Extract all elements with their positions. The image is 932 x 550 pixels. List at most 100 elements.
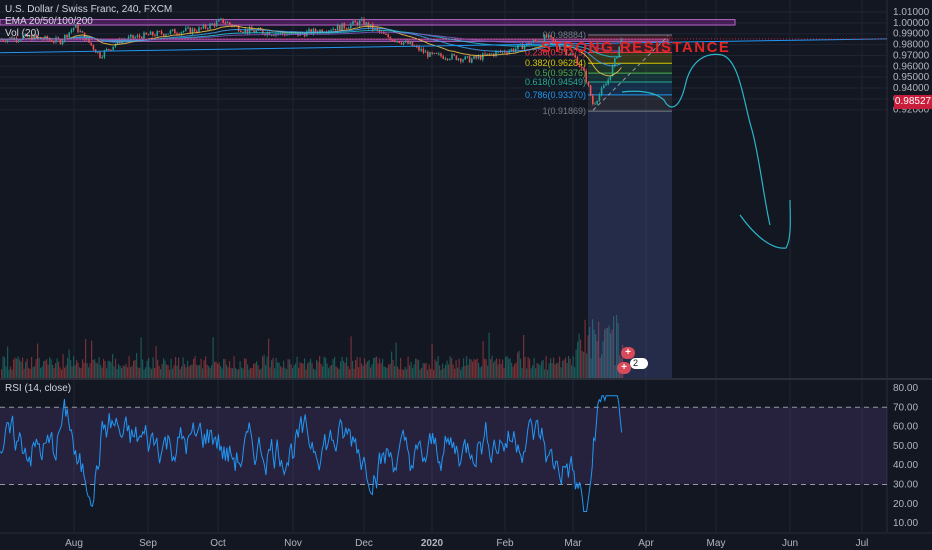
- candle-body: [358, 20, 361, 26]
- volume-bar: [514, 363, 516, 378]
- candle-body: [374, 28, 376, 30]
- volume-bar: [16, 358, 18, 378]
- volume-bar: [1, 369, 3, 378]
- ascending-trendline[interactable]: [0, 38, 888, 54]
- projection-path[interactable]: [621, 53, 791, 249]
- volume-bar: [463, 358, 465, 378]
- symbol-legend[interactable]: U.S. Dollar / Swiss Franc, 240, FXCM: [5, 4, 173, 15]
- volume-bar: [304, 358, 306, 378]
- rsi-legend[interactable]: RSI (14, close): [5, 383, 72, 394]
- candle-body: [158, 31, 161, 33]
- candle-body: [449, 58, 451, 60]
- volume-bar: [85, 339, 87, 378]
- volume-bar: [380, 363, 382, 378]
- volume-bar: [403, 369, 405, 378]
- candle-body: [176, 33, 178, 35]
- event-count-badge[interactable]: 2: [630, 358, 649, 369]
- candle-body: [163, 33, 165, 36]
- rsi-axis-label: 20.00: [893, 499, 918, 510]
- candle-body: [600, 88, 603, 95]
- candle-body: [266, 32, 268, 36]
- candle-body: [64, 34, 66, 41]
- candle-body: [339, 25, 341, 31]
- volume-bar: [92, 359, 94, 378]
- volume-bar: [157, 359, 159, 378]
- candle-body: [50, 40, 53, 42]
- volume-bar: [236, 369, 238, 378]
- volume-bar: [406, 369, 408, 378]
- candle-body: [488, 53, 491, 55]
- volume-bar: [527, 357, 529, 378]
- volume-bar: [272, 357, 274, 378]
- candle-body: [319, 29, 321, 33]
- volume-bar: [511, 362, 513, 378]
- volume-bar: [428, 364, 430, 378]
- volume-bar: [215, 361, 217, 378]
- volume-bar: [134, 359, 136, 378]
- fib-trend-line[interactable]: [592, 35, 669, 111]
- candle-body: [138, 35, 141, 38]
- volume-bar: [133, 360, 135, 378]
- event-plus-icon[interactable]: +: [621, 347, 635, 359]
- candle-body: [242, 31, 244, 33]
- volume-bar: [8, 369, 10, 378]
- volume-bar: [454, 368, 456, 378]
- ema-line-1[interactable]: [0, 27, 622, 67]
- volume-bar: [194, 356, 196, 378]
- candle-body: [343, 23, 345, 29]
- candle-body: [363, 18, 365, 26]
- volume-bar: [217, 363, 219, 378]
- volume-bar: [371, 364, 373, 378]
- volume-bar: [149, 367, 151, 378]
- candle-body: [33, 35, 35, 40]
- volume-bar: [14, 357, 16, 378]
- ema-line-3[interactable]: [0, 31, 622, 52]
- candle-body: [453, 54, 455, 56]
- candle-body: [90, 42, 92, 46]
- candle-body: [486, 53, 488, 55]
- volume-bar: [544, 369, 546, 378]
- volume-bar: [166, 364, 168, 378]
- candle-body: [75, 24, 77, 28]
- candle-body: [543, 34, 546, 42]
- candle-body: [77, 24, 79, 32]
- candle-body: [572, 53, 574, 56]
- volume-bar: [106, 368, 108, 378]
- support-zone[interactable]: [0, 38, 669, 42]
- volume-bar: [68, 349, 70, 378]
- event-plus-icon-2[interactable]: +: [617, 362, 631, 374]
- volume-bar: [548, 363, 550, 378]
- volume-bar: [445, 364, 447, 378]
- candle-body: [559, 45, 561, 50]
- candle-body: [460, 58, 462, 62]
- candle-body: [607, 79, 609, 85]
- candle-body: [130, 35, 132, 37]
- candle-body: [409, 42, 411, 44]
- rsi-line[interactable]: [0, 395, 623, 512]
- volume-bar: [509, 358, 511, 378]
- candle-body: [59, 39, 62, 45]
- volume-bar: [434, 359, 436, 378]
- volume-bar: [307, 363, 309, 378]
- volume-bar: [55, 363, 57, 378]
- volume-bar: [226, 364, 228, 378]
- volume-bar: [287, 359, 289, 378]
- ema-legend[interactable]: EMA 20/50/100/200: [5, 16, 93, 27]
- volume-bar: [107, 360, 109, 378]
- volume-bar: [313, 368, 315, 378]
- candle-body: [431, 52, 433, 54]
- volume-bar: [370, 367, 372, 378]
- volume-bar: [23, 368, 25, 378]
- volume-bar: [479, 367, 481, 378]
- volume-bar: [622, 344, 624, 378]
- volume-legend[interactable]: Vol (20): [5, 28, 40, 39]
- resistance-zone[interactable]: [0, 19, 736, 26]
- volume-bar: [218, 362, 220, 378]
- candle-body: [433, 52, 436, 54]
- candle-body: [262, 30, 264, 34]
- candle-body: [585, 70, 587, 82]
- candle-body: [462, 59, 464, 62]
- candle-body: [70, 30, 73, 33]
